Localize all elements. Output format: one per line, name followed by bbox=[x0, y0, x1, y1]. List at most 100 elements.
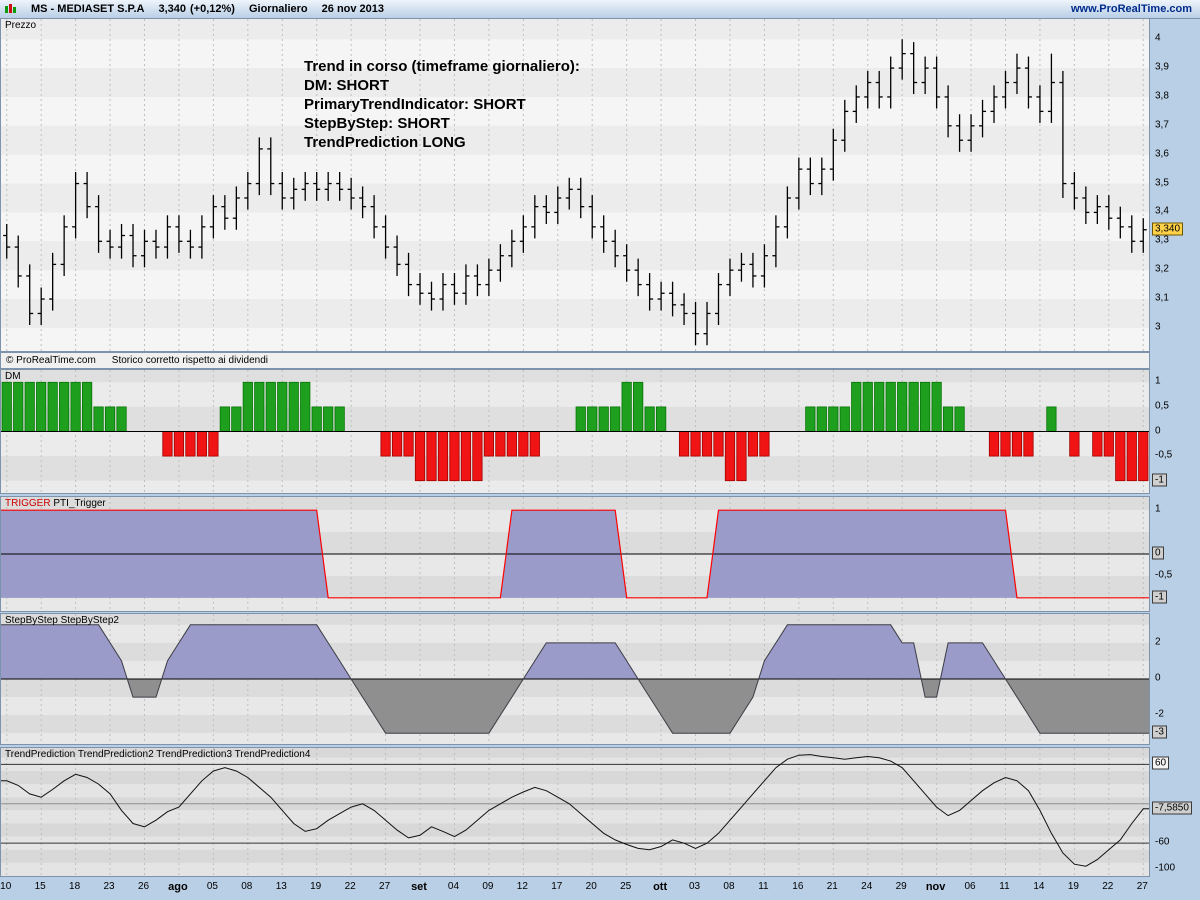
x-tick-label: 09 bbox=[482, 881, 494, 892]
y-tick-label: -100 bbox=[1155, 862, 1176, 874]
x-tick-label: 16 bbox=[792, 881, 804, 892]
y-tick-label: -2 bbox=[1155, 708, 1164, 720]
annotation-line: TrendPrediction LONG bbox=[304, 134, 466, 151]
price-panel: Prezzo Trend in corso (timeframe giornal… bbox=[0, 18, 1150, 352]
trendprediction-plot[interactable] bbox=[1, 748, 1149, 876]
annotation-line: Trend in corso (timeframe giornaliero): bbox=[304, 58, 580, 75]
stepbystep-area-negative bbox=[1, 679, 1149, 734]
app-icon bbox=[4, 3, 17, 15]
x-tick-label: 17 bbox=[551, 881, 563, 892]
annotation-line: PrimaryTrendIndicator: SHORT bbox=[304, 96, 526, 113]
x-tick-label: 13 bbox=[275, 881, 287, 892]
trigger-y-axis[interactable]: 1 -0,5 0 -1 bbox=[1151, 496, 1200, 612]
y-tick-label: 3 bbox=[1155, 321, 1161, 333]
dividend-note: Storico corretto rispetto ai dividendi bbox=[111, 355, 268, 366]
y-current-value: -1 bbox=[1152, 590, 1167, 604]
date-label: 26 nov 2013 bbox=[321, 3, 385, 15]
y-tick-label: 1 bbox=[1155, 503, 1161, 515]
price-change: (+0,12%) bbox=[190, 3, 235, 15]
timeframe-label: Giornaliero bbox=[248, 3, 308, 15]
x-tick-label: 12 bbox=[516, 881, 528, 892]
x-tick-label: 22 bbox=[344, 881, 356, 892]
x-tick-label: 06 bbox=[964, 881, 976, 892]
x-tick-label: 23 bbox=[103, 881, 115, 892]
price-panel-title: Prezzo bbox=[5, 20, 37, 31]
price-y-axis[interactable]: 4 3,9 3,8 3,7 3,6 3,5 3,4 3,3 3,2 3,1 3 3,340 bbox=[1151, 18, 1200, 352]
x-tick-label: ott bbox=[653, 881, 668, 893]
stepbystep-panel-title: StepByStep StepByStep2 bbox=[5, 615, 119, 626]
y-tick-label: 0 bbox=[1155, 425, 1161, 436]
x-tick-label: 20 bbox=[585, 881, 597, 892]
trend-annotation: Trend in corso (timeframe giornaliero): … bbox=[304, 57, 580, 152]
x-tick-label: 05 bbox=[206, 881, 218, 892]
trendprediction-panel-title: TrendPrediction TrendPrediction2 TrendPr… bbox=[5, 749, 311, 760]
copyright-text: © ProRealTime.com bbox=[6, 355, 96, 366]
copyright-strip: © ProRealTime.com Storico corretto rispe… bbox=[0, 352, 1150, 369]
y-tick-label: 3,5 bbox=[1155, 177, 1169, 189]
annotation-line: DM: SHORT bbox=[304, 77, 389, 94]
x-tick-label: nov bbox=[925, 881, 946, 893]
dm-y-axis[interactable]: 1 0,5 0 -0,5 -1 bbox=[1151, 369, 1200, 494]
stepbystep-panel: StepByStep StepByStep2 bbox=[0, 613, 1150, 745]
x-tick-label: 24 bbox=[861, 881, 873, 892]
x-tick-label: 08 bbox=[241, 881, 253, 892]
trigger-panel-title: TRIGGER PTI_Trigger bbox=[5, 498, 106, 509]
trigger-line bbox=[1, 509, 1149, 599]
y-current-value: 60 bbox=[1152, 756, 1170, 770]
y-current-value: -3 bbox=[1152, 725, 1167, 739]
x-tick-label: 14 bbox=[1033, 881, 1045, 892]
x-tick-label: 18 bbox=[69, 881, 81, 892]
title-bar: MS - MEDIASET S.P.A 3,340 (+0,12%) Giorn… bbox=[0, 0, 1200, 19]
x-tick-label: 25 bbox=[620, 881, 632, 892]
x-tick-label: 19 bbox=[1067, 881, 1079, 892]
x-tick-label: 21 bbox=[826, 881, 838, 892]
instrument-title: MS - MEDIASET S.P.A bbox=[31, 3, 145, 15]
dm-plot[interactable] bbox=[1, 370, 1149, 493]
price-plot[interactable] bbox=[1, 19, 1149, 351]
stepbystep-plot[interactable] bbox=[1, 614, 1149, 744]
trigger-plot[interactable] bbox=[1, 497, 1149, 611]
ohlc-bars bbox=[3, 39, 1147, 346]
x-tick-label: 27 bbox=[1136, 881, 1148, 892]
x-tick-label: 08 bbox=[723, 881, 735, 892]
y-tick-label: 3,2 bbox=[1155, 263, 1169, 275]
y-current-value: -7,5850 bbox=[1152, 801, 1192, 815]
last-price: 3,340 bbox=[158, 3, 187, 15]
x-tick-label: 11 bbox=[758, 881, 769, 892]
y-tick-label: 3,6 bbox=[1155, 148, 1169, 160]
vertical-gridlines bbox=[6, 748, 1144, 876]
background-stripes bbox=[1, 19, 1149, 351]
x-tick-label: ago bbox=[168, 881, 188, 893]
y-tick-label: 0,5 bbox=[1155, 400, 1169, 412]
x-tick-label: 11 bbox=[999, 881, 1010, 892]
dm-panel: DM bbox=[0, 369, 1150, 494]
y-tick-label: 3,7 bbox=[1155, 119, 1169, 131]
stepbystep-y-axis[interactable]: 2 0 -2 -3 bbox=[1151, 613, 1200, 745]
y-tick-label: 4 bbox=[1155, 32, 1161, 44]
background-stripes bbox=[1, 748, 1149, 876]
y-tick-label: -0,5 bbox=[1155, 569, 1173, 581]
x-tick-label: 19 bbox=[310, 881, 322, 892]
x-tick-label: 22 bbox=[1102, 881, 1114, 892]
y-tick-label: -60 bbox=[1155, 836, 1170, 848]
x-tick-label: 15 bbox=[34, 881, 46, 892]
y-current-value: 0 bbox=[1152, 546, 1164, 560]
x-tick-label: 04 bbox=[447, 881, 460, 892]
trendprediction-panel: TrendPrediction TrendPrediction2 TrendPr… bbox=[0, 747, 1150, 877]
y-tick-label: 3,4 bbox=[1155, 205, 1169, 217]
trendprediction-line bbox=[1, 754, 1149, 867]
dm-panel-title: DM bbox=[5, 371, 21, 382]
trendprediction-y-axis[interactable]: -60 -100 60 -7,5850 bbox=[1151, 747, 1200, 877]
stepbystep-area-positive bbox=[1, 624, 1149, 679]
x-axis[interactable]: 10 15 18 23 26 ago 05 08 13 19 22 27 set 04 09 12 17 20 25… bbox=[0, 877, 1150, 900]
x-tick-label: 29 bbox=[895, 881, 907, 892]
y-tick-label: 3,1 bbox=[1155, 292, 1169, 304]
x-tick-label: 27 bbox=[379, 881, 391, 892]
prorealtime-link[interactable]: www.ProRealTime.com bbox=[1070, 3, 1192, 15]
y-tick-label: 2 bbox=[1155, 636, 1161, 648]
trigger-panel: TRIGGER PTI_Trigger bbox=[0, 496, 1150, 612]
y-current-value: -1 bbox=[1152, 473, 1167, 487]
y-tick-label: 0 bbox=[1155, 672, 1161, 684]
y-tick-label: 1 bbox=[1155, 375, 1161, 387]
x-tick-label: 10 bbox=[0, 881, 12, 892]
